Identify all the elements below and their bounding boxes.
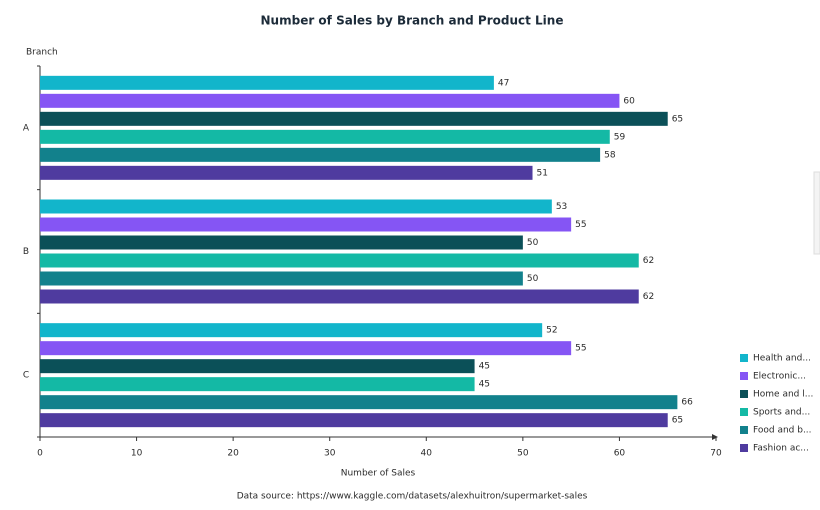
data-label: 60	[623, 96, 635, 106]
legend-label: Home and l...	[753, 390, 813, 400]
x-tick-label: 0	[37, 449, 43, 459]
bar	[40, 147, 601, 162]
data-label: 65	[672, 114, 683, 124]
bar	[40, 253, 639, 268]
data-label: 53	[556, 202, 567, 212]
data-label: 59	[614, 132, 626, 142]
data-label: 52	[546, 326, 557, 336]
x-axis-arrow	[712, 434, 718, 440]
bar	[40, 129, 610, 144]
legend-label: Sports and...	[753, 408, 810, 418]
x-tick-label: 40	[421, 449, 433, 459]
bar	[40, 341, 572, 356]
bar	[40, 199, 552, 214]
bar	[40, 289, 639, 304]
legend-swatch	[740, 372, 748, 380]
data-label: 62	[643, 292, 654, 302]
data-label: 45	[479, 362, 490, 372]
data-label: 50	[527, 238, 539, 248]
bar	[40, 413, 668, 428]
x-tick-label: 20	[227, 449, 239, 459]
bar	[40, 165, 533, 180]
y-axis-title: Branch	[26, 48, 58, 58]
data-label: 58	[604, 150, 616, 160]
scroll-handle[interactable]	[813, 171, 820, 255]
bar	[40, 217, 572, 232]
bar	[40, 271, 523, 286]
bar	[40, 111, 668, 126]
data-label: 45	[479, 380, 490, 390]
bar	[40, 235, 523, 250]
data-label: 62	[643, 256, 654, 266]
legend-swatch	[740, 354, 748, 362]
x-tick-label: 10	[131, 449, 143, 459]
legend-label: Fashion ac...	[753, 444, 809, 454]
source-note: Data source: https://www.kaggle.com/data…	[237, 492, 588, 502]
bar	[40, 377, 475, 392]
legend-swatch	[740, 426, 748, 434]
bar	[40, 323, 543, 338]
data-label: 66	[681, 398, 693, 408]
legend-label: Health and...	[753, 354, 811, 364]
data-label: 50	[527, 274, 539, 284]
data-label: 65	[672, 416, 683, 426]
data-label: 47	[498, 78, 509, 88]
y-tick-label: A	[23, 123, 30, 133]
bar	[40, 359, 475, 374]
x-axis-title: Number of Sales	[341, 469, 416, 479]
legend-swatch	[740, 390, 748, 398]
data-label: 51	[537, 168, 548, 178]
legend-swatch	[740, 444, 748, 452]
y-tick-label: B	[23, 247, 29, 257]
data-label: 55	[575, 344, 586, 354]
legend-label: Electronic...	[753, 372, 806, 382]
data-label: 55	[575, 220, 586, 230]
bar	[40, 93, 620, 108]
x-tick-label: 50	[517, 449, 529, 459]
bar	[40, 395, 678, 410]
x-tick-label: 30	[324, 449, 336, 459]
x-tick-label: 70	[710, 449, 722, 459]
legend-swatch	[740, 408, 748, 416]
y-tick-label: C	[23, 371, 29, 381]
legend-label: Food and b...	[753, 426, 812, 436]
bar	[40, 75, 494, 90]
x-tick-label: 60	[614, 449, 626, 459]
chart-title: Number of Sales by Branch and Product Li…	[261, 14, 564, 28]
